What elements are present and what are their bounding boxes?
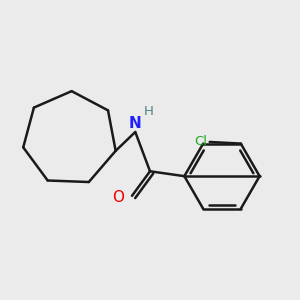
Text: H: H (143, 105, 153, 118)
Text: O: O (112, 190, 124, 205)
Text: N: N (129, 116, 142, 131)
Text: Cl: Cl (194, 136, 207, 148)
